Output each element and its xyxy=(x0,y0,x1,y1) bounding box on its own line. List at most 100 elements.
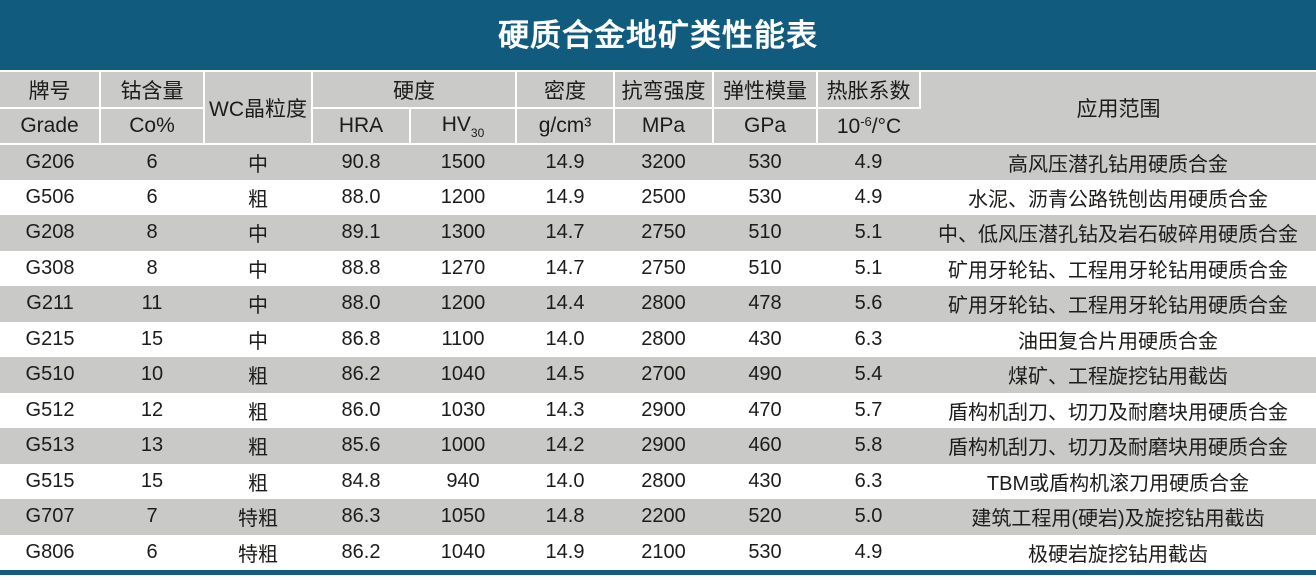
cell-bend-strength: 2900 xyxy=(641,434,686,457)
cell-elastic-modulus: 530 xyxy=(748,185,782,208)
cell-co-content: 8 xyxy=(146,221,158,244)
cell-thermal-expansion: 5.4 xyxy=(854,363,883,386)
cell-bend-strength: 3200 xyxy=(641,150,686,173)
cell-thermal-expansion: 5.8 xyxy=(854,434,883,457)
cell-thermal-expansion: 4.9 xyxy=(854,150,883,173)
cell-hra: 89.1 xyxy=(341,221,381,244)
cell-thermal-expansion: 5.0 xyxy=(854,505,883,528)
cell-density: 14.9 xyxy=(545,150,585,173)
page-title: 硬质合金地矿类性能表 xyxy=(498,17,818,53)
cell-wc-grain: 特粗 xyxy=(238,543,278,566)
cell-density: 14.8 xyxy=(545,505,585,528)
cell-application: 盾构机刮刀、切刀及耐磨块用硬质合金 xyxy=(948,401,1288,424)
cell-co-content: 12 xyxy=(140,398,164,421)
cell-application: 中、低风压潜孔钻及岩石破碎用硬质合金 xyxy=(938,224,1298,247)
cell-co-content: 6 xyxy=(146,185,158,208)
table-row: G512 12 粗 86.0 1030 14.3 2900 470 5.7 盾构… xyxy=(0,392,1316,428)
cell-thermal-expansion: 6.3 xyxy=(854,469,883,492)
header-hardness: 硬度 xyxy=(312,72,517,109)
cell-wc-grain: 特粗 xyxy=(238,508,278,531)
cell-elastic-modulus: 470 xyxy=(748,398,782,421)
cell-co-content: 15 xyxy=(140,469,164,492)
cell-elastic-modulus: 490 xyxy=(748,363,782,386)
cell-bend-strength: 2500 xyxy=(641,185,686,208)
cell-grade: G206 xyxy=(25,150,75,173)
cell-hra: 86.2 xyxy=(341,363,381,386)
cell-hra: 85.6 xyxy=(341,434,381,457)
cell-hra: 90.8 xyxy=(341,150,381,173)
cell-co-content: 15 xyxy=(140,327,164,350)
cell-hra: 88.0 xyxy=(341,185,381,208)
cell-application: 煤矿、工程旋挖钻用截齿 xyxy=(1008,366,1228,389)
header-row-top: 牌号 钴含量 WC晶粒度 硬度 密度 抗弯强度 弹性模量 热胀系数 应用范围 xyxy=(0,72,1316,145)
cell-thermal-expansion: 4.9 xyxy=(854,540,883,563)
cell-wc-grain: 中 xyxy=(248,153,268,176)
header-hra: HRA xyxy=(312,108,411,145)
hv-label: HV xyxy=(441,112,471,136)
cell-bend-strength: 2750 xyxy=(641,221,686,244)
header-elastic-modulus-unit: GPa xyxy=(713,108,818,145)
cell-density: 14.7 xyxy=(545,221,585,244)
cell-hra: 88.8 xyxy=(341,256,381,279)
table-row: G515 15 粗 84.8 940 14.0 2800 430 6.3 TBM… xyxy=(0,463,1316,499)
cell-elastic-modulus: 430 xyxy=(748,327,782,350)
cell-grade: G513 xyxy=(25,434,75,457)
cell-density: 14.4 xyxy=(545,292,585,315)
cell-elastic-modulus: 530 xyxy=(748,150,782,173)
cell-grade: G806 xyxy=(25,540,75,563)
cell-application: 盾构机刮刀、切刀及耐磨块用硬质合金 xyxy=(948,437,1288,460)
cell-elastic-modulus: 478 xyxy=(748,292,782,315)
cell-hv30: 1000 xyxy=(440,434,486,457)
title-banner: 硬质合金地矿类性能表 xyxy=(0,0,1316,70)
cell-grade: G208 xyxy=(25,221,75,244)
cell-density: 14.3 xyxy=(545,398,585,421)
table-row: G707 7 特粗 86.3 1050 14.8 2200 520 5.0 建筑… xyxy=(0,499,1316,535)
cell-co-content: 6 xyxy=(146,150,158,173)
cell-hv30: 1040 xyxy=(440,363,486,386)
cell-hv30: 1050 xyxy=(440,505,486,528)
header-hv30: HV30 xyxy=(410,108,517,145)
header-application: 应用范围 xyxy=(920,72,1316,145)
cell-application: 水泥、沥青公路铣刨齿用硬质合金 xyxy=(968,188,1268,211)
cell-hv30: 1270 xyxy=(440,256,486,279)
header-co-cn: 钴含量 xyxy=(100,72,205,109)
cell-application: 矿用牙轮钻、工程用牙轮钻用硬质合金 xyxy=(948,295,1288,318)
cell-density: 14.7 xyxy=(545,256,585,279)
header-grade-cn: 牌号 xyxy=(0,72,101,109)
table-row: G211 11 中 88.0 1200 14.4 2800 478 5.6 矿用… xyxy=(0,286,1316,322)
cell-thermal-expansion: 5.1 xyxy=(854,256,883,279)
cell-grade: G211 xyxy=(26,292,74,315)
cell-elastic-modulus: 510 xyxy=(748,221,782,244)
cte-base: 10 xyxy=(836,114,861,138)
cell-hv30: 1200 xyxy=(440,292,486,315)
cell-hv30: 940 xyxy=(446,469,480,492)
cell-hv30: 1040 xyxy=(440,540,486,563)
cell-application: 矿用牙轮钻、工程用牙轮钻用硬质合金 xyxy=(948,259,1288,282)
cell-density: 14.9 xyxy=(545,185,585,208)
cell-application: TBM或盾构机滚刀用硬质合金 xyxy=(986,472,1250,495)
header-grade-en: Grade xyxy=(0,108,101,145)
cell-hv30: 1100 xyxy=(441,327,485,350)
table-row: G206 6 中 90.8 1500 14.9 3200 530 4.9 高风压… xyxy=(0,144,1316,180)
cell-application: 建筑工程用(硬岩)及旋挖钻用截齿 xyxy=(971,508,1265,531)
cell-bend-strength: 2800 xyxy=(641,327,686,350)
performance-table: 牌号 钴含量 WC晶粒度 硬度 密度 抗弯强度 弹性模量 热胀系数 应用范围 G… xyxy=(0,72,1316,570)
cell-elastic-modulus: 460 xyxy=(748,434,782,457)
cell-bend-strength: 2200 xyxy=(641,505,686,528)
cell-hra: 86.3 xyxy=(341,505,381,528)
cell-wc-grain: 中 xyxy=(248,259,268,282)
cell-co-content: 10 xyxy=(140,363,164,386)
cte-unit-rest: /°C xyxy=(871,114,902,138)
cell-elastic-modulus: 510 xyxy=(748,256,782,279)
cell-elastic-modulus: 530 xyxy=(748,540,782,563)
table-row: G308 8 中 88.8 1270 14.7 2750 510 5.1 矿用牙… xyxy=(0,250,1316,286)
header-bend-strength-cn: 抗弯强度 xyxy=(614,72,714,109)
cell-wc-grain: 粗 xyxy=(248,472,268,495)
cell-bend-strength: 2900 xyxy=(641,398,686,421)
cell-grade: G308 xyxy=(25,256,75,279)
cell-hra: 86.0 xyxy=(341,398,381,421)
cell-grade: G707 xyxy=(25,505,75,528)
header-density-cn: 密度 xyxy=(516,72,615,109)
cell-density: 14.9 xyxy=(545,540,585,563)
cell-hra: 84.8 xyxy=(341,469,381,492)
